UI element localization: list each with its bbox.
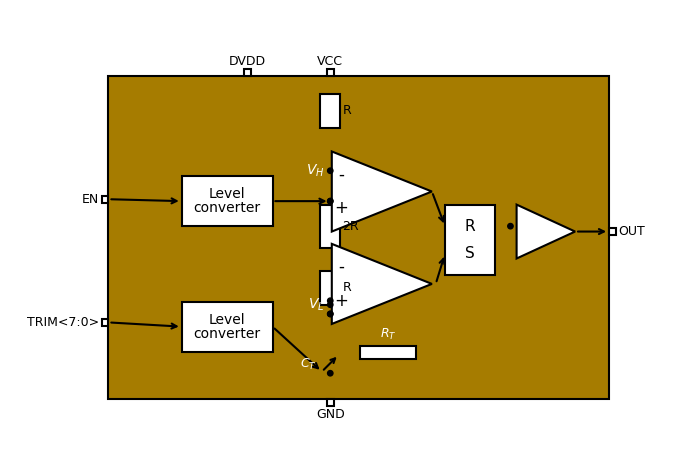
Circle shape [328,199,333,204]
Bar [181,302,272,351]
Text: -: - [338,166,344,184]
Text: VCC: VCC [206,268,216,288]
Bar [320,271,340,305]
Text: 2R: 2R [342,220,359,233]
Text: TRIM<7:0>: TRIM<7:0> [27,316,99,329]
Text: DVDD: DVDD [192,123,202,153]
Text: VCC: VCC [317,54,343,68]
Bar [102,196,108,203]
Text: converter: converter [193,326,260,341]
Text: R: R [465,219,475,234]
Polygon shape [332,244,432,324]
Bar [244,69,251,76]
Text: OUT: OUT [618,225,645,238]
Text: DVDD: DVDD [228,54,266,68]
Circle shape [328,370,333,376]
Circle shape [328,311,333,316]
Circle shape [328,199,333,204]
Circle shape [328,302,333,307]
Text: $R_T$: $R_T$ [379,326,396,342]
Bar [102,319,108,326]
Text: R: R [342,281,351,294]
Polygon shape [517,205,575,259]
Text: Level: Level [209,313,246,327]
Text: -: - [338,258,344,276]
Circle shape [328,168,333,174]
Circle shape [328,311,333,316]
Bar [327,69,334,76]
Bar [445,205,495,275]
Text: EN: EN [82,193,99,206]
Text: DVDD: DVDD [192,249,202,279]
Text: $V_H$: $V_H$ [305,163,324,179]
Bar [320,205,340,248]
Circle shape [508,223,513,229]
Text: VCC: VCC [206,142,216,162]
Text: +: + [334,292,348,310]
Bar [360,345,416,359]
Circle shape [328,298,333,303]
Bar [181,176,272,226]
Bar [609,228,616,236]
Bar [108,76,609,399]
Bar [327,399,334,406]
Text: +: + [334,199,348,217]
Polygon shape [332,151,432,232]
Text: GND: GND [316,408,344,421]
Text: converter: converter [193,201,260,215]
Bar [320,94,340,128]
Text: R: R [342,104,351,117]
Text: $C_T$: $C_T$ [300,357,316,371]
Text: S: S [465,246,475,262]
Text: Level: Level [209,187,246,201]
Text: $V_L$: $V_L$ [308,297,324,313]
